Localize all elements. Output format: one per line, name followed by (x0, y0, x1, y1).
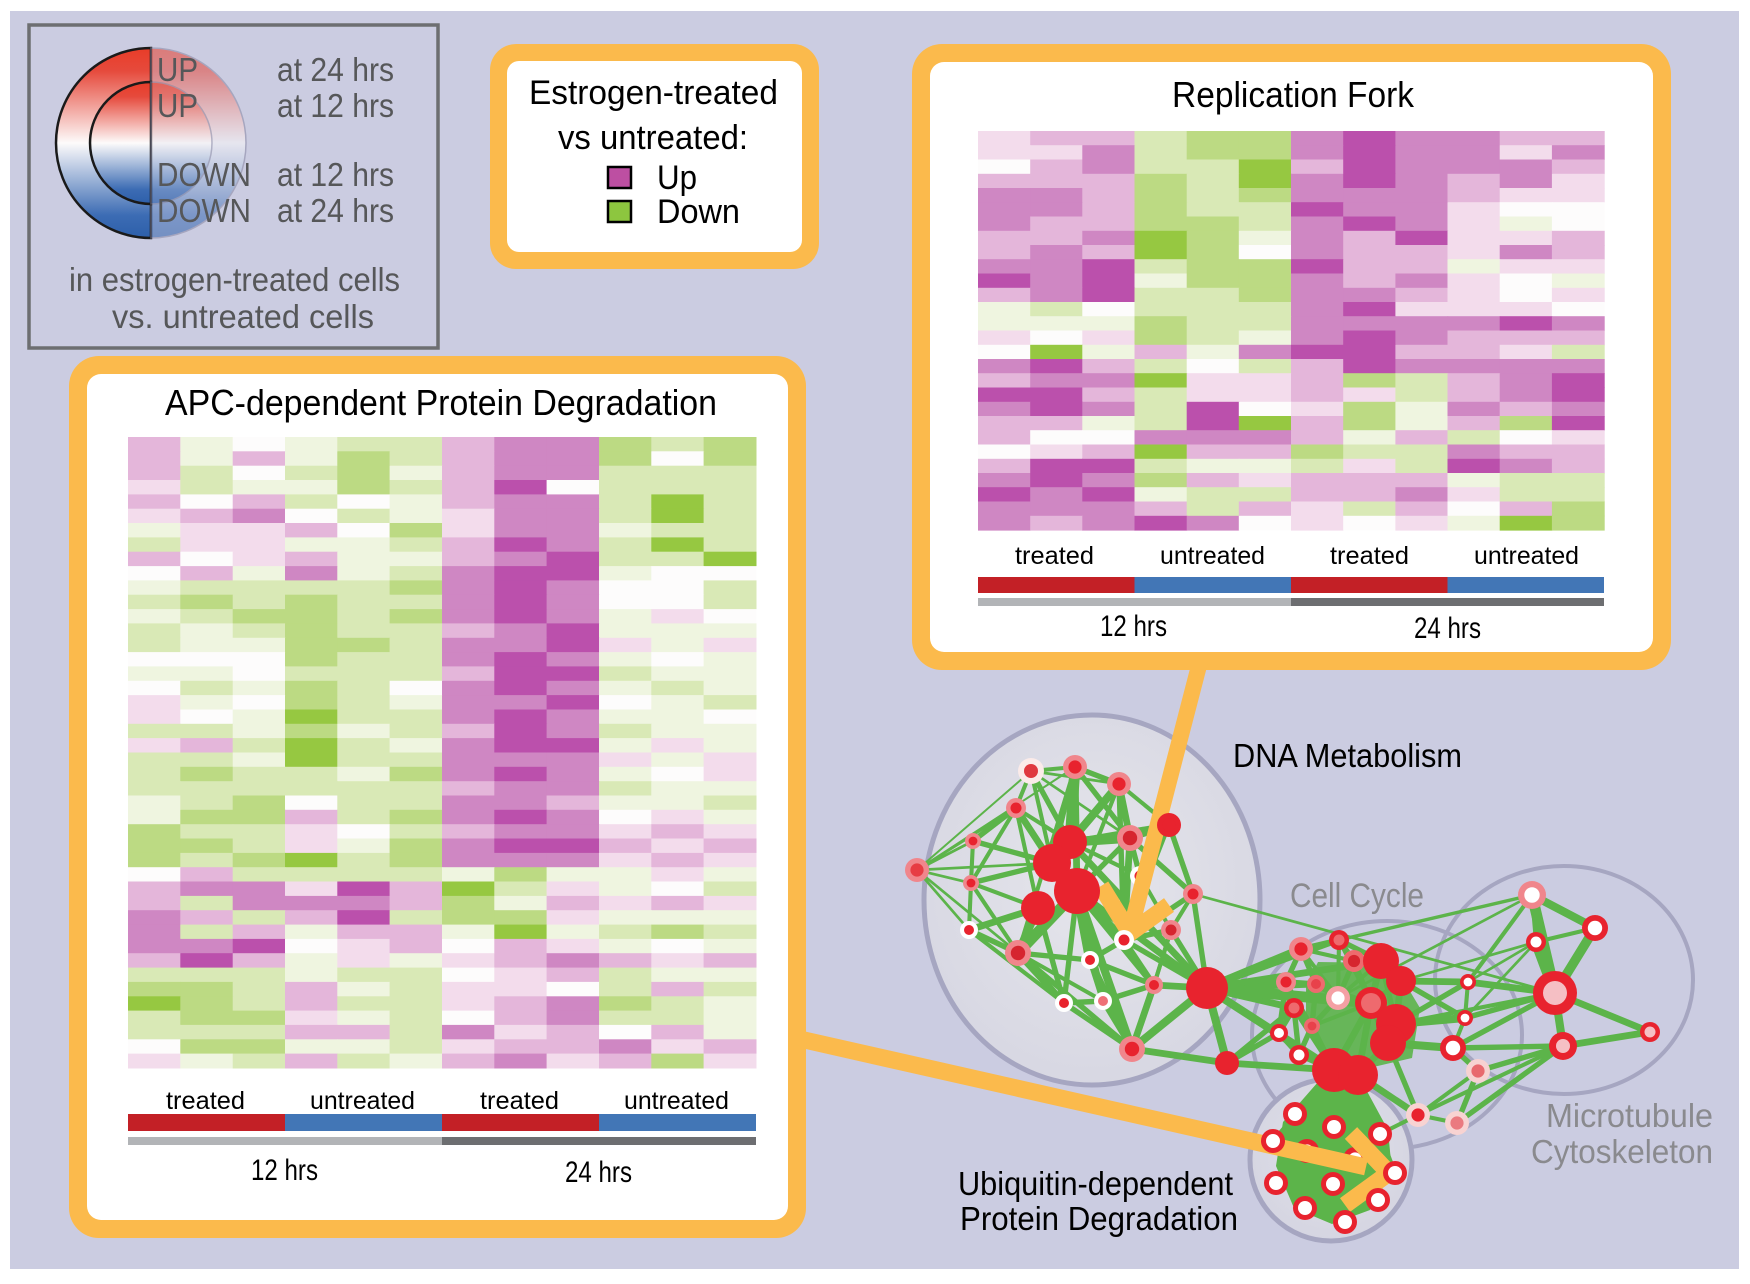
svg-text:treated: treated (1330, 542, 1409, 570)
svg-text:at 12 hrs: at 12 hrs (277, 156, 394, 193)
svg-text:untreated: untreated (1474, 542, 1579, 570)
svg-text:12 hrs: 12 hrs (1100, 610, 1167, 643)
svg-text:treated: treated (1015, 542, 1094, 570)
svg-text:Cytoskeleton: Cytoskeleton (1531, 1133, 1713, 1170)
svg-text:untreated: untreated (624, 1087, 729, 1115)
svg-text:UP: UP (157, 51, 198, 88)
svg-text:Protein Degradation: Protein Degradation (960, 1200, 1238, 1237)
svg-text:24 hrs: 24 hrs (1414, 612, 1481, 645)
svg-text:at 12 hrs: at 12 hrs (277, 87, 394, 124)
svg-text:vs untreated:: vs untreated: (558, 119, 748, 157)
svg-text:DNA Metabolism: DNA Metabolism (1233, 737, 1462, 774)
svg-text:at 24 hrs: at 24 hrs (277, 192, 394, 229)
svg-text:untreated: untreated (1160, 542, 1265, 570)
svg-text:Ubiquitin-dependent: Ubiquitin-dependent (958, 1165, 1233, 1202)
svg-text:DOWN: DOWN (157, 156, 251, 193)
svg-text:12 hrs: 12 hrs (251, 1154, 318, 1187)
svg-text:Replication Fork: Replication Fork (1172, 74, 1415, 115)
svg-text:at 24 hrs: at 24 hrs (277, 51, 394, 88)
svg-text:APC-dependent Protein Degradat: APC-dependent Protein Degradation (165, 382, 717, 423)
svg-text:Up: Up (657, 159, 697, 197)
svg-text:treated: treated (480, 1087, 559, 1115)
svg-text:Microtubule: Microtubule (1546, 1097, 1713, 1134)
svg-text:vs. untreated cells: vs. untreated cells (112, 298, 374, 335)
svg-text:Estrogen-treated: Estrogen-treated (529, 74, 778, 112)
svg-text:untreated: untreated (310, 1087, 415, 1115)
svg-text:in estrogen-treated cells: in estrogen-treated cells (69, 261, 400, 298)
svg-text:treated: treated (166, 1087, 245, 1115)
svg-text:Cell Cycle: Cell Cycle (1290, 877, 1424, 915)
svg-text:Down: Down (657, 193, 740, 231)
svg-text:24 hrs: 24 hrs (565, 1156, 632, 1189)
svg-text:DOWN: DOWN (157, 192, 251, 229)
svg-text:UP: UP (157, 87, 198, 124)
